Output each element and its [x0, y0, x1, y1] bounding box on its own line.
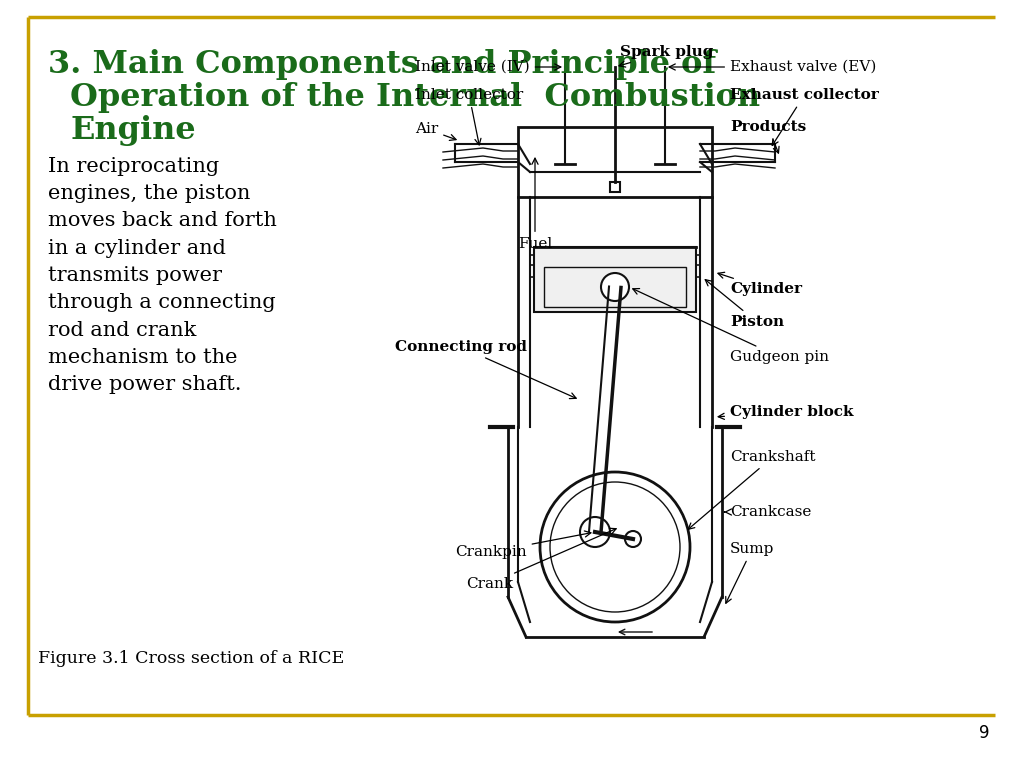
Text: Air: Air	[415, 122, 456, 140]
Text: Connecting rod: Connecting rod	[395, 340, 577, 399]
Bar	[534, 247, 696, 312]
Text: Exhaust collector: Exhaust collector	[730, 88, 879, 146]
Text: Crankpin: Crankpin	[455, 531, 591, 559]
Text: Inlet valve (IV): Inlet valve (IV)	[415, 60, 561, 74]
Text: Inlet collector: Inlet collector	[415, 88, 523, 145]
Text: Fuel: Fuel	[518, 158, 552, 251]
Bar	[518, 127, 712, 197]
Text: Products: Products	[730, 120, 806, 153]
Bar	[544, 267, 686, 307]
Text: 3. Main Components and Principle of: 3. Main Components and Principle of	[48, 49, 716, 80]
Text: Engine: Engine	[70, 115, 196, 146]
Circle shape	[625, 531, 641, 547]
Text: Sump: Sump	[726, 542, 774, 604]
Text: Piston: Piston	[706, 280, 784, 329]
Text: Cylinder: Cylinder	[718, 272, 802, 296]
Bar	[610, 182, 620, 192]
Text: Crankcase: Crankcase	[724, 505, 811, 519]
Text: Crank: Crank	[466, 528, 616, 591]
Text: Cylinder block: Cylinder block	[718, 405, 853, 420]
Circle shape	[580, 517, 610, 547]
Text: 9: 9	[980, 724, 990, 742]
Text: Exhaust valve (EV): Exhaust valve (EV)	[669, 60, 877, 74]
Circle shape	[601, 273, 629, 301]
Text: Spark plug: Spark plug	[620, 45, 714, 67]
Text: Crankshaft: Crankshaft	[688, 450, 815, 529]
Text: Figure 3.1 Cross section of a RICE: Figure 3.1 Cross section of a RICE	[38, 650, 344, 667]
Text: Operation of the Internal  Combustion: Operation of the Internal Combustion	[70, 82, 760, 113]
Text: In reciprocating
engines, the piston
moves back and forth
in a cylinder and
tran: In reciprocating engines, the piston mov…	[48, 157, 276, 394]
Text: Gudgeon pin: Gudgeon pin	[633, 288, 829, 364]
